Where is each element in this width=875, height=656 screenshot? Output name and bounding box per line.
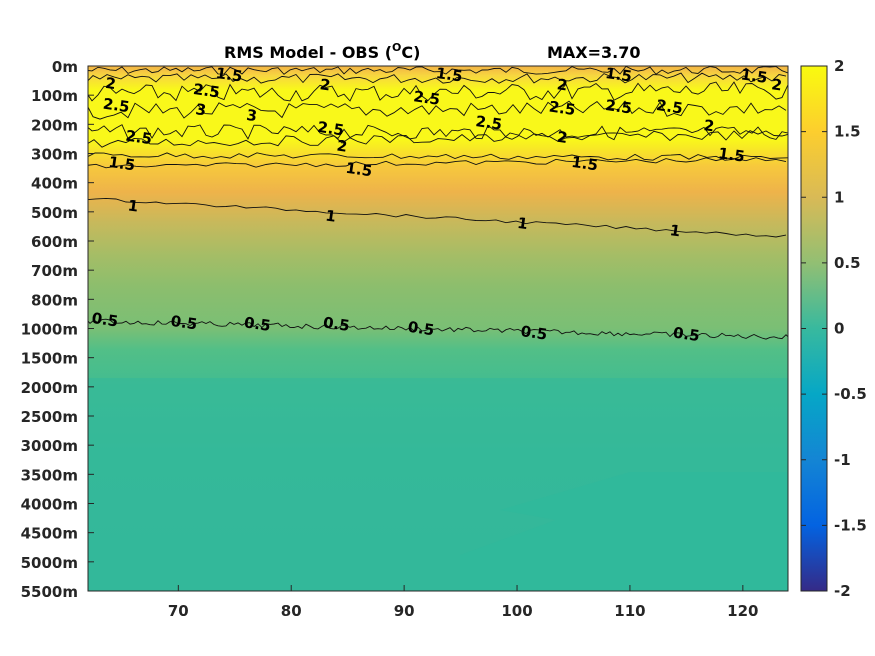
contour-label: 0.5 (243, 313, 272, 335)
x-tick-label: 110 (614, 602, 645, 620)
x-tick-label: 100 (501, 602, 532, 620)
contour-label: 0.5 (672, 324, 701, 346)
y-tick-label: 3000m (21, 437, 78, 455)
x-tick-label: 80 (281, 602, 302, 620)
colorbar-tick-label: -1 (834, 451, 851, 469)
y-tick-label: 4500m (21, 525, 78, 543)
contour-label: 2.5 (316, 118, 345, 140)
colorbar-tick-label: 0.5 (834, 254, 861, 272)
colorbar-ticks: 2 1.5 1 0.5 0 -0.5 -1 -1.5 -2 (801, 57, 867, 600)
contour-label: 1.5 (740, 65, 769, 87)
x-tick-label: 120 (727, 602, 758, 620)
contour-label: 1.5 (107, 153, 136, 175)
contour-label: 0.5 (91, 309, 120, 331)
contour-label: 2.5 (655, 96, 684, 118)
y-axis: 0m 100m 200m 300m 400m 500m 600m 700m 800m 1000m 1… (21, 58, 94, 601)
contour-label: 1.5 (717, 144, 746, 166)
contour-label: 2 (104, 74, 117, 93)
contour-label: 2 (703, 116, 716, 135)
y-tick-label: 4000m (21, 496, 78, 514)
contour-label: 1.5 (345, 159, 374, 181)
contour-label: 1 (127, 196, 140, 215)
contour-label: 2 (319, 75, 332, 94)
colorbar-tick-label: -2 (834, 582, 851, 600)
y-tick-label: 400m (31, 175, 78, 193)
contour-lines (88, 66, 788, 340)
y-tick-label: 100m (31, 87, 78, 105)
contour-label: 2.5 (412, 87, 441, 109)
contour-label: 0.5 (322, 313, 351, 335)
y-tick-label: 500m (31, 204, 78, 222)
contour-label: 3 (194, 100, 207, 119)
contour-label: 2.5 (604, 96, 633, 118)
colorbar-tick-label: 1 (834, 188, 844, 206)
contour-label: 1.5 (604, 64, 633, 86)
y-tick-label: 700m (31, 262, 78, 280)
colorbar-tick-label: 2 (834, 57, 844, 75)
y-tick-label: 1500m (21, 350, 78, 368)
contour-label: 1.5 (215, 64, 244, 86)
contour-label: 2.5 (474, 112, 503, 134)
contour-line (88, 157, 787, 169)
contour-label: 3 (245, 106, 258, 125)
deep-tongue (460, 472, 788, 591)
contour-label: 0.5 (407, 318, 436, 340)
contour-line (88, 72, 787, 84)
contour-label: 2 (556, 128, 569, 147)
y-tick-label: 3500m (21, 466, 78, 484)
contour-labels: 2 1.52.52.53 32.51.512 1.52.521.512.52.522.… (91, 64, 784, 346)
y-tick-label: 600m (31, 233, 78, 251)
contour-label: 1 (324, 207, 337, 226)
y-tick-label: 800m (31, 291, 78, 309)
y-tick-label: 0m (52, 58, 78, 76)
chart-title: RMS Model - OBS (OC) (224, 41, 420, 62)
x-tick-label: 70 (168, 602, 189, 620)
contour-line (88, 152, 788, 161)
x-tick-label: 90 (394, 602, 415, 620)
colorbar-tick-label: -0.5 (834, 385, 867, 403)
contour-label: 1.5 (570, 153, 599, 175)
contour-line (88, 318, 788, 340)
y-tick-label: 200m (31, 116, 78, 134)
contour-line (88, 100, 787, 120)
contour-label: 2.5 (192, 80, 221, 102)
contour-line (88, 66, 788, 75)
colorbar-tick-label: 0 (834, 320, 844, 338)
contour-label: 2 (336, 137, 349, 156)
y-tick-label: 2500m (21, 408, 78, 426)
plot-field: 2 1.52.52.53 32.51.512 1.52.521.512.52.522.… (88, 64, 788, 591)
y-tick-label: 5500m (21, 583, 78, 601)
contour-line (88, 81, 788, 102)
contour-label: 1 (516, 214, 529, 233)
contour-line (88, 197, 787, 238)
x-axis: 70 80 90 100 110 120 (168, 585, 758, 620)
contour-label: 0.5 (520, 322, 549, 344)
contour-label: 0.5 (170, 312, 199, 334)
y-tick-label: 300m (31, 146, 78, 164)
y-tick-label: 2000m (21, 379, 78, 397)
contour-label: 1 (669, 221, 682, 240)
contour-label: 2.5 (102, 95, 131, 117)
y-tick-label: 5000m (21, 554, 78, 572)
contour-label: 2.5 (548, 98, 577, 120)
contour-line (88, 124, 788, 141)
colorbar-tick-label: 1.5 (834, 123, 861, 141)
colorbar-tick-label: -1.5 (834, 516, 867, 534)
contour-label: 2.5 (124, 127, 153, 149)
contour-label: 1.5 (435, 64, 464, 86)
contour-label: 2 (770, 75, 783, 94)
contour-label: 2 (556, 75, 569, 94)
chart-max-label: MAX=3.70 (547, 43, 641, 62)
y-tick-label: 1000m (21, 321, 78, 339)
contour-line (88, 130, 788, 148)
